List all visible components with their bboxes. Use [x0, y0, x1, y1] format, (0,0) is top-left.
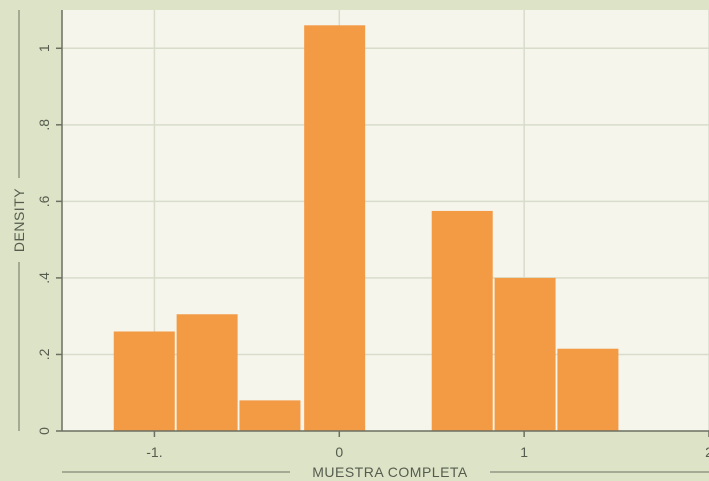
y-axis-title: DENSITY: [11, 188, 27, 252]
histogram-bar: [431, 210, 493, 431]
y-axis-title-group: DENSITY: [11, 10, 27, 431]
x-axis-ticks: -1. 0 1 2: [146, 431, 709, 460]
x-tick-label: -1.: [146, 444, 162, 460]
histogram-bar: [239, 400, 301, 431]
y-tick-label: 0: [36, 427, 52, 435]
y-axis-ticks: 0 .2 .4 .6 .8 1: [36, 44, 62, 435]
y-tick-label: .8: [36, 119, 52, 131]
y-tick-label: .2: [36, 348, 52, 360]
histogram-bar: [113, 331, 175, 431]
x-tick-label: 1: [520, 444, 528, 460]
x-tick-label: 2: [705, 444, 709, 460]
y-tick-label: .4: [36, 272, 52, 284]
histogram-bar: [557, 348, 619, 431]
histogram-bar: [494, 277, 556, 431]
x-axis-title: MUESTRA COMPLETA: [312, 464, 468, 480]
x-tick-label: 0: [335, 444, 343, 460]
y-tick-label: .6: [36, 195, 52, 207]
bars: [113, 25, 619, 432]
y-tick-label: 1: [36, 44, 52, 52]
histogram-bar: [304, 25, 366, 432]
histogram-bar: [176, 314, 238, 431]
x-axis-title-group: MUESTRA COMPLETA: [62, 464, 709, 480]
